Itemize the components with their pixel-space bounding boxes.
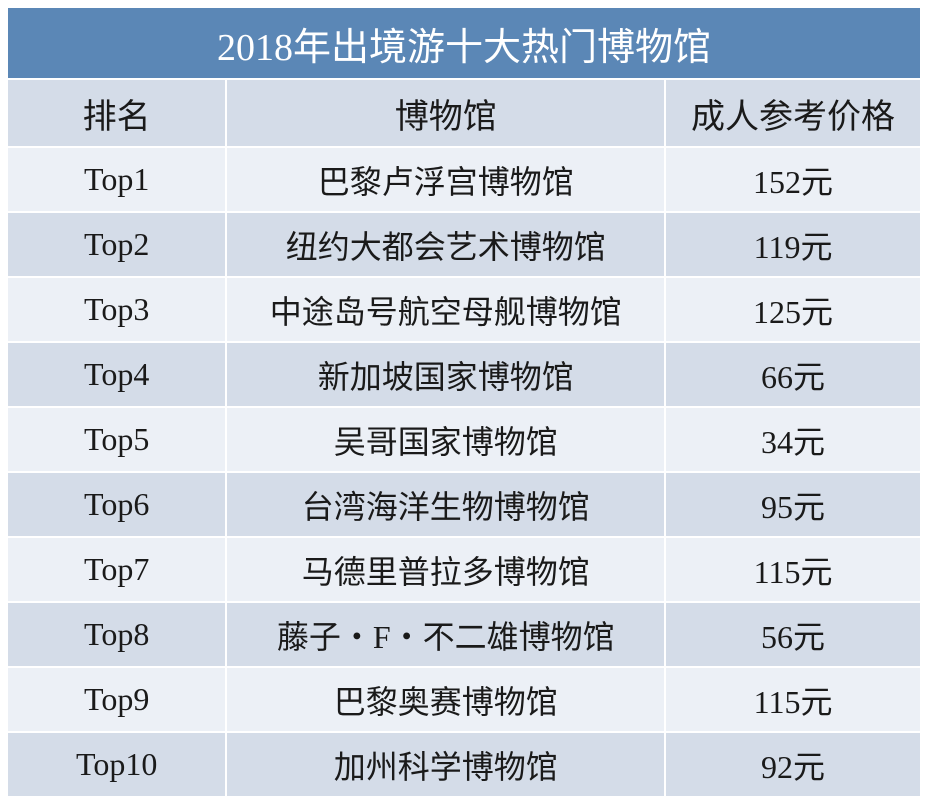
cell-name: 吴哥国家博物馆: [226, 407, 665, 472]
table-row: Top4 新加坡国家博物馆 66元: [7, 342, 921, 407]
cell-price: 56元: [665, 602, 921, 667]
museum-ranking-table: 2018年出境游十大热门博物馆 排名 博物馆 成人参考价格 Top1 巴黎卢浮宫…: [6, 6, 922, 798]
table-row: Top2 纽约大都会艺术博物馆 119元: [7, 212, 921, 277]
cell-rank: Top2: [7, 212, 226, 277]
cell-rank: Top6: [7, 472, 226, 537]
table-row: Top6 台湾海洋生物博物馆 95元: [7, 472, 921, 537]
cell-rank: Top8: [7, 602, 226, 667]
header-rank: 排名: [7, 79, 226, 147]
cell-price: 152元: [665, 147, 921, 212]
table-title-row: 2018年出境游十大热门博物馆: [7, 7, 921, 79]
cell-price: 115元: [665, 537, 921, 602]
table-row: Top7 马德里普拉多博物馆 115元: [7, 537, 921, 602]
cell-rank: Top7: [7, 537, 226, 602]
cell-price: 66元: [665, 342, 921, 407]
cell-name: 加州科学博物馆: [226, 732, 665, 797]
cell-name: 新加坡国家博物馆: [226, 342, 665, 407]
table-title: 2018年出境游十大热门博物馆: [7, 7, 921, 79]
table-row: Top5 吴哥国家博物馆 34元: [7, 407, 921, 472]
header-name: 博物馆: [226, 79, 665, 147]
cell-name: 马德里普拉多博物馆: [226, 537, 665, 602]
cell-rank: Top3: [7, 277, 226, 342]
cell-price: 125元: [665, 277, 921, 342]
table-row: Top8 藤子・F・不二雄博物馆 56元: [7, 602, 921, 667]
table-row: Top9 巴黎奥赛博物馆 115元: [7, 667, 921, 732]
header-price: 成人参考价格: [665, 79, 921, 147]
cell-price: 34元: [665, 407, 921, 472]
cell-price: 119元: [665, 212, 921, 277]
table-row: Top1 巴黎卢浮宫博物馆 152元: [7, 147, 921, 212]
cell-rank: Top5: [7, 407, 226, 472]
table-row: Top10 加州科学博物馆 92元: [7, 732, 921, 797]
cell-price: 95元: [665, 472, 921, 537]
cell-name: 巴黎奥赛博物馆: [226, 667, 665, 732]
cell-name: 巴黎卢浮宫博物馆: [226, 147, 665, 212]
cell-rank: Top1: [7, 147, 226, 212]
cell-name: 中途岛号航空母舰博物馆: [226, 277, 665, 342]
cell-rank: Top10: [7, 732, 226, 797]
cell-price: 92元: [665, 732, 921, 797]
cell-name: 纽约大都会艺术博物馆: [226, 212, 665, 277]
cell-rank: Top9: [7, 667, 226, 732]
cell-rank: Top4: [7, 342, 226, 407]
table-header-row: 排名 博物馆 成人参考价格: [7, 79, 921, 147]
cell-price: 115元: [665, 667, 921, 732]
cell-name: 藤子・F・不二雄博物馆: [226, 602, 665, 667]
cell-name: 台湾海洋生物博物馆: [226, 472, 665, 537]
table-row: Top3 中途岛号航空母舰博物馆 125元: [7, 277, 921, 342]
